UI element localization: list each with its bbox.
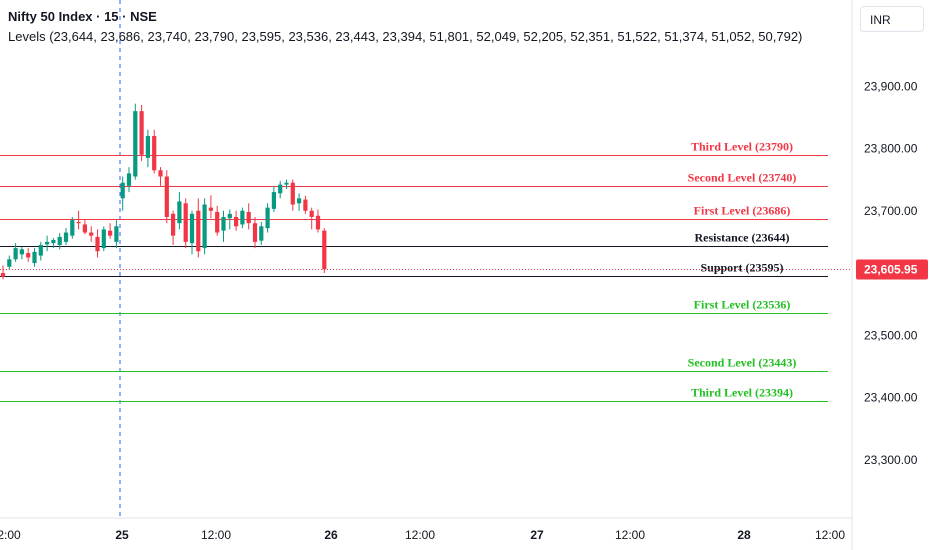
candles (0, 103, 327, 280)
candle-body (208, 207, 213, 211)
candle-body (171, 213, 176, 236)
candle-body (215, 211, 220, 233)
candle-body (252, 223, 258, 242)
candle-body (108, 230, 113, 236)
y-tick-label: 23,500.00 (864, 328, 918, 342)
x-tick-label: 25 (115, 528, 129, 542)
currency-button[interactable]: INR (860, 6, 924, 32)
symbol-title[interactable]: Nifty 50 Index · 15 · NSE (8, 9, 157, 24)
candle-body (177, 201, 182, 224)
candle-body (315, 215, 321, 230)
candle-body (82, 224, 87, 233)
y-tick-label: 23,400.00 (864, 391, 918, 405)
indicator-levels-legend[interactable]: Levels (23,644, 23,686, 23,740, 23,790, … (8, 29, 803, 44)
x-tick-label: 27 (530, 528, 544, 542)
candle-body (158, 170, 163, 177)
y-tick-label: 23,300.00 (864, 453, 918, 467)
candle-body (38, 244, 43, 256)
candle-body (303, 199, 308, 211)
candle-body (51, 240, 56, 244)
level-label: Support (23595) (700, 261, 783, 275)
candle-body (278, 184, 283, 194)
candle-body (227, 213, 232, 219)
candle-body (114, 226, 119, 242)
candle-body (202, 204, 207, 249)
current-price-tag: 23,605.95 (856, 259, 928, 280)
candle-body (126, 173, 132, 186)
candle-body (7, 259, 12, 267)
candle-body (19, 249, 24, 255)
candle-body (101, 229, 106, 249)
x-tick-label: 12:00 (405, 528, 435, 542)
candle-body (0, 273, 6, 277)
candle-body (133, 111, 138, 177)
candle-body (26, 253, 31, 258)
level-label: Third Level (23790) (691, 140, 793, 154)
level-lines: Third Level (23790) Second Level (23740) F… (0, 140, 828, 402)
x-tick-label: 12:00 (815, 528, 845, 542)
y-tick-label: 23,900.00 (864, 79, 918, 93)
candle-body (297, 198, 302, 204)
candle-body (265, 207, 270, 229)
candle-body (322, 230, 327, 270)
level-label: Second Level (23740) (688, 171, 797, 185)
candle-body (189, 213, 195, 244)
candle-body (246, 211, 251, 224)
candle-body (221, 216, 226, 231)
level-label: First Level (23536) (694, 298, 791, 312)
level-label: Third Level (23394) (691, 386, 793, 400)
candle-body (152, 136, 157, 171)
candle-body (63, 232, 69, 242)
candle-body (57, 236, 62, 245)
level-label: Second Level (23443) (688, 356, 797, 370)
candle-body (284, 182, 289, 185)
candle-body (196, 210, 201, 252)
candle-body (76, 221, 81, 224)
candle-body (234, 216, 239, 227)
candle-body (139, 111, 144, 155)
x-tick-label: 2:00 (0, 528, 21, 542)
current-price-label: 23,605.95 (864, 263, 918, 277)
candle-body (271, 192, 276, 209)
candle-body (183, 203, 188, 242)
candle-body (145, 136, 150, 158)
candle-body (70, 220, 75, 236)
x-tick-label: 12:00 (615, 528, 645, 542)
candle-body (32, 251, 37, 264)
y-tick-label: 23,700.00 (864, 204, 918, 218)
x-tick-label: 26 (324, 528, 338, 542)
candle-body (164, 176, 169, 217)
x-tick-label: 28 (737, 528, 751, 542)
candle-body (13, 248, 18, 260)
candle-body (45, 241, 50, 245)
candle-body (120, 182, 125, 199)
candle-body (290, 182, 295, 205)
candle-body (89, 232, 94, 236)
level-label: First Level (23686) (694, 204, 791, 218)
candle-body (259, 226, 264, 241)
time-axis[interactable]: 2:00 25 12:00 26 12:00 27 12:00 28 12:00 (0, 528, 845, 542)
level-label: Resistance (23644) (695, 231, 790, 245)
candle-body (309, 210, 314, 217)
candle-body (95, 236, 100, 252)
x-tick-label: 12:00 (201, 528, 231, 542)
current-price-tag-bg (856, 259, 928, 280)
candle-body (240, 210, 245, 225)
y-tick-label: 23,800.00 (864, 142, 918, 156)
